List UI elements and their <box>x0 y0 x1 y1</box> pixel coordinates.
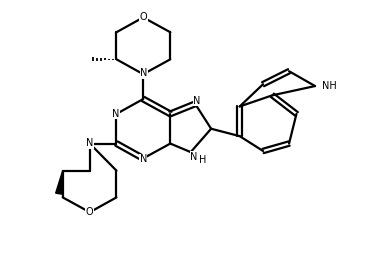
Text: O: O <box>86 207 94 217</box>
Text: N: N <box>190 152 197 161</box>
Text: N: N <box>112 109 119 119</box>
Polygon shape <box>56 171 63 194</box>
Text: O: O <box>140 12 147 22</box>
Text: N: N <box>193 96 201 106</box>
Text: N: N <box>140 68 148 78</box>
Text: N: N <box>140 154 147 164</box>
Text: NH: NH <box>322 81 337 91</box>
Text: H: H <box>199 155 206 164</box>
Text: N: N <box>86 138 94 148</box>
